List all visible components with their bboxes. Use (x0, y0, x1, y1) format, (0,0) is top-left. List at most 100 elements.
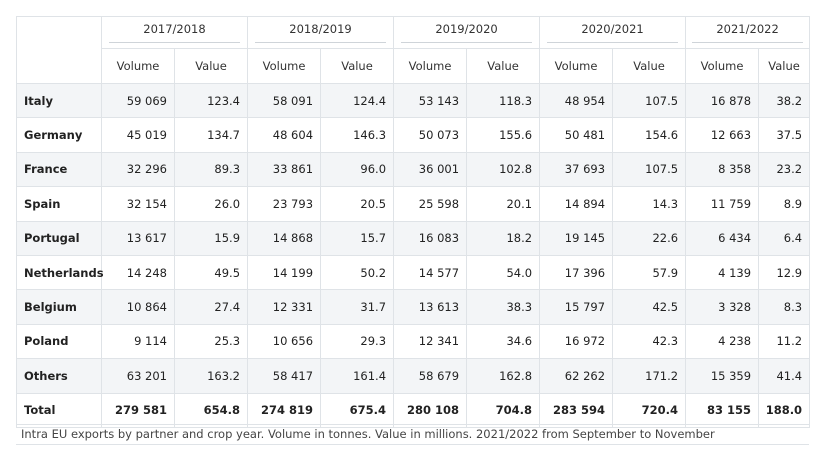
data-table-container: 2017/2018 2018/2019 2019/2020 2020/2021 … (16, 16, 811, 428)
value-cell: 154.6 (612, 117, 687, 153)
country-name: France (16, 151, 102, 188)
volume-cell: 4 238 (685, 323, 760, 360)
value-cell: 14.3 (612, 186, 687, 222)
value-cell: 146.3 (320, 117, 395, 153)
value-cell: 25.3 (173, 323, 249, 360)
value-cell: 188.0 (758, 392, 811, 428)
volume-cell: 25 598 (393, 186, 468, 222)
volume-cell: 33 861 (247, 151, 322, 188)
country-name: Germany (16, 117, 102, 153)
value-cell: 57.9 (612, 254, 687, 291)
value-cell: 163.2 (173, 358, 249, 394)
total-row: Total 279 581 654.8 274 819 675.4 280 108 704.… (16, 392, 811, 428)
volume-cell: 16 972 (539, 323, 614, 360)
volume-header: Volume (101, 48, 175, 84)
value-cell: 123.4 (173, 82, 249, 119)
value-cell: 107.5 (612, 151, 687, 188)
value-cell: 11.2 (758, 323, 811, 360)
volume-cell: 59 069 (101, 82, 175, 119)
volume-cell: 32 296 (101, 151, 175, 188)
value-cell: 34.6 (466, 323, 541, 360)
volume-cell: 14 577 (393, 254, 468, 291)
volume-cell: 13 613 (393, 289, 468, 325)
value-cell: 27.4 (173, 289, 249, 325)
value-cell: 20.1 (466, 186, 541, 222)
country-name: Poland (16, 323, 102, 360)
value-cell: 15.7 (320, 220, 395, 256)
volume-cell: 12 341 (393, 323, 468, 360)
value-cell: 704.8 (466, 392, 541, 428)
exports-table: 2017/2018 2018/2019 2019/2020 2020/2021 … (16, 16, 811, 428)
volume-cell: 6 434 (685, 220, 760, 256)
volume-cell: 13 617 (101, 220, 175, 256)
value-cell: 8.9 (758, 186, 811, 222)
year-header: 2021/2022 (685, 16, 811, 49)
value-cell: 54.0 (466, 254, 541, 291)
country-name: Belgium (16, 289, 102, 325)
value-cell: 118.3 (466, 82, 541, 119)
value-header: Value (173, 48, 249, 84)
volume-cell: 14 248 (101, 254, 175, 291)
year-header: 2018/2019 (247, 16, 395, 49)
volume-cell: 50 073 (393, 117, 468, 153)
volume-header: Volume (393, 48, 468, 84)
volume-cell: 23 793 (247, 186, 322, 222)
table-row: Portugal 13 617 15.9 14 868 15.7 16 083 18.2 19… (16, 220, 811, 256)
value-header: Value (612, 48, 687, 84)
volume-cell: 280 108 (393, 392, 468, 428)
value-cell: 124.4 (320, 82, 395, 119)
value-header: Value (466, 48, 541, 84)
value-cell: 107.5 (612, 82, 687, 119)
corner-header (16, 16, 102, 84)
value-cell: 720.4 (612, 392, 687, 428)
value-cell: 42.3 (612, 323, 687, 360)
volume-cell: 58 091 (247, 82, 322, 119)
value-cell: 49.5 (173, 254, 249, 291)
value-cell: 171.2 (612, 358, 687, 394)
volume-cell: 17 396 (539, 254, 614, 291)
volume-cell: 15 797 (539, 289, 614, 325)
volume-cell: 8 358 (685, 151, 760, 188)
value-cell: 18.2 (466, 220, 541, 256)
volume-cell: 58 417 (247, 358, 322, 394)
volume-cell: 16 878 (685, 82, 760, 119)
table-row: Belgium 10 864 27.4 12 331 31.7 13 613 38.3 15 … (16, 289, 811, 325)
country-name: Others (16, 358, 102, 394)
volume-cell: 10 864 (101, 289, 175, 325)
volume-cell: 53 143 (393, 82, 468, 119)
volume-cell: 36 001 (393, 151, 468, 188)
volume-header: Volume (685, 48, 760, 84)
volume-header: Volume (539, 48, 614, 84)
value-cell: 675.4 (320, 392, 395, 428)
table-row: Germany 45 019 134.7 48 604 146.3 50 073 155.6… (16, 117, 811, 153)
table-row: France 32 296 89.3 33 861 96.0 36 001 102.8 37 … (16, 151, 811, 188)
value-cell: 161.4 (320, 358, 395, 394)
value-cell: 102.8 (466, 151, 541, 188)
table-row: Italy 59 069 123.4 58 091 124.4 53 143 118.3 48… (16, 82, 811, 119)
volume-cell: 3 328 (685, 289, 760, 325)
volume-cell: 14 894 (539, 186, 614, 222)
value-header: Value (320, 48, 395, 84)
volume-cell: 9 114 (101, 323, 175, 360)
value-cell: 38.2 (758, 82, 811, 119)
value-cell: 29.3 (320, 323, 395, 360)
volume-header: Volume (247, 48, 322, 84)
value-header: Value (758, 48, 811, 84)
value-cell: 8.3 (758, 289, 811, 325)
volume-cell: 58 679 (393, 358, 468, 394)
volume-cell: 4 139 (685, 254, 760, 291)
country-name: Spain (16, 186, 102, 222)
value-cell: 654.8 (173, 392, 249, 428)
volume-cell: 279 581 (101, 392, 175, 428)
country-name: Netherlands (16, 254, 104, 291)
value-cell: 41.4 (758, 358, 811, 394)
value-cell: 26.0 (173, 186, 249, 222)
volume-cell: 12 331 (247, 289, 322, 325)
volume-cell: 83 155 (685, 392, 760, 428)
volume-cell: 12 663 (685, 117, 760, 153)
value-cell: 22.6 (612, 220, 687, 256)
table-row: Netherlands 14 248 49.5 14 199 50.2 14 577 54.… (16, 254, 811, 291)
year-header: 2017/2018 (100, 16, 249, 49)
value-cell: 50.2 (320, 254, 395, 291)
value-cell: 42.5 (612, 289, 687, 325)
